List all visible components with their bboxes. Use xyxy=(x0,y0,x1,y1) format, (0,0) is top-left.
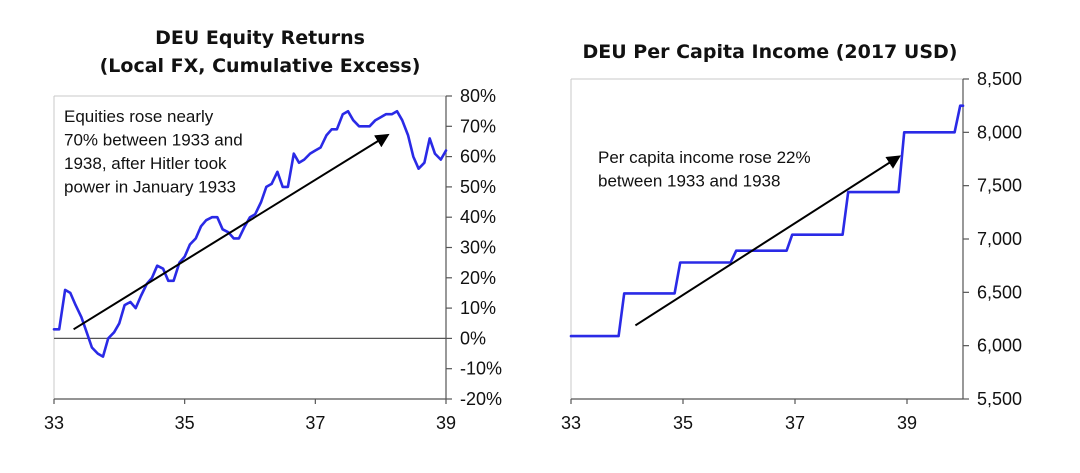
y-tick-label: 80% xyxy=(460,86,496,106)
per-capita-income-chart: 8,500 8,000 7,500 7,000 6,500 6,000 5,500 33 35 3… xyxy=(561,69,1022,433)
annotation-line: between 1933 and 1938 xyxy=(598,172,780,191)
x-tick-label: 37 xyxy=(305,413,325,433)
y-tick-label: 6,500 xyxy=(977,282,1022,302)
annotation-line: Equities rose nearly xyxy=(64,107,214,126)
annotation-line: 1938, after Hitler took xyxy=(64,154,227,173)
x-tick-label: 39 xyxy=(436,413,456,433)
chart-title: DEU Per Capita Income (2017 USD) xyxy=(560,38,980,66)
y-tick-label: 8,000 xyxy=(977,122,1022,142)
series-line xyxy=(569,104,965,338)
x-tick-label: 35 xyxy=(175,413,195,433)
y-tick-label: 7,500 xyxy=(977,176,1022,196)
y-tick-label: 50% xyxy=(460,177,496,197)
x-tick-label: 35 xyxy=(673,413,693,433)
y-tick-label: 6,000 xyxy=(977,336,1022,356)
trend-arrow xyxy=(634,155,901,327)
subtitle-line: (Local FX, Cumulative Excess) xyxy=(99,55,421,77)
x-tick-label: 37 xyxy=(785,413,805,433)
y-tick-label: 70% xyxy=(460,116,496,136)
y-tick-label: 10% xyxy=(460,298,496,318)
x-tick-label: 33 xyxy=(561,413,581,433)
y-tick-label: 40% xyxy=(460,207,496,227)
per-capita-income-panel: DEU Per Capita Income (2017 USD) 8,500 8,… xyxy=(540,0,1080,473)
annotation-line: 70% between 1933 and xyxy=(64,131,243,150)
x-tick-label: 39 xyxy=(897,413,917,433)
y-tick-label: 0% xyxy=(460,328,486,348)
y-tick-label: 20% xyxy=(460,268,496,288)
title-line: DEU Equity Returns xyxy=(155,27,365,49)
title-line: DEU Per Capita Income (2017 USD) xyxy=(582,41,958,63)
y-tick-label: -20% xyxy=(460,389,502,409)
series-line xyxy=(52,109,448,358)
equity-returns-chart: 80% 70% 60% 50% 40% 30% 20% 10% 0% -10% -20% 33 35 37… xyxy=(44,86,502,433)
y-tick-label: -10% xyxy=(460,359,502,379)
trend-arrow xyxy=(73,133,390,331)
y-tick-label: 5,500 xyxy=(977,389,1022,409)
annotation-line: Per capita income rose 22% xyxy=(598,148,811,167)
annotation-line: power in January 1933 xyxy=(64,178,236,197)
x-tick-label: 33 xyxy=(44,413,64,433)
equity-returns-panel: DEU Equity Returns (Local FX, Cumulative… xyxy=(44,24,502,433)
chart-title: DEU Equity Returns (Local FX, Cumulative… xyxy=(60,24,460,80)
y-tick-label: 30% xyxy=(460,238,496,258)
y-tick-label: 7,000 xyxy=(977,229,1022,249)
y-tick-label: 60% xyxy=(460,147,496,167)
y-tick-label: 8,500 xyxy=(977,69,1022,89)
